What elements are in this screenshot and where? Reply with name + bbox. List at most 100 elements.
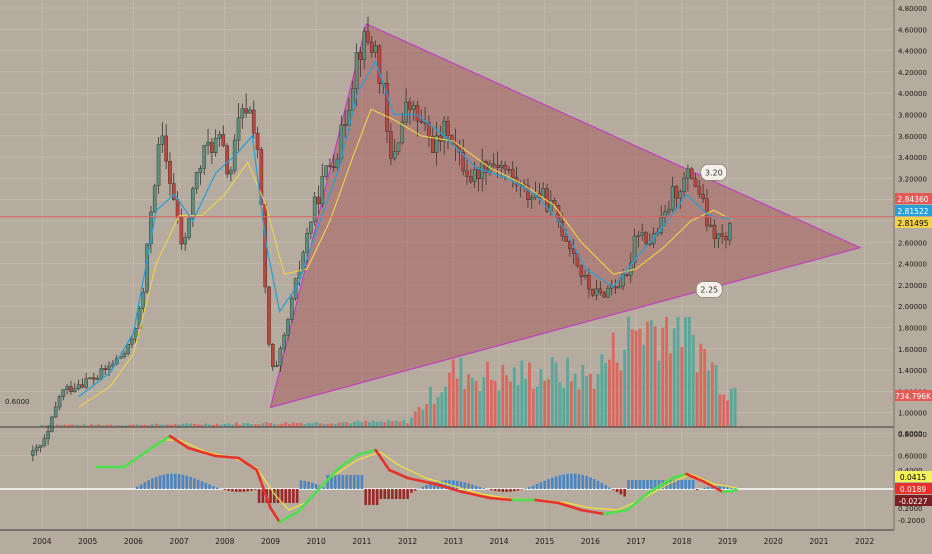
volume-bar <box>646 322 649 427</box>
candle-body <box>599 289 602 293</box>
macd-histogram-bar <box>402 489 405 499</box>
candle-body <box>305 233 308 252</box>
candle-body <box>92 378 95 380</box>
volume-bar <box>722 395 725 427</box>
price-tick: 4.00000 <box>898 90 927 98</box>
volume-bar <box>467 374 470 427</box>
candle-body <box>644 233 647 244</box>
candle-body <box>317 197 320 204</box>
time-tick: 2006 <box>124 537 143 546</box>
volume-bar <box>696 372 699 427</box>
macd-histogram-bar <box>627 480 630 489</box>
candle-body <box>199 168 202 172</box>
candle-body <box>603 292 606 297</box>
macd-histogram-bar <box>635 480 638 489</box>
candle-body <box>370 42 373 52</box>
price-tick: 4.40000 <box>898 48 927 56</box>
macd-histogram-bar <box>258 489 261 503</box>
volume-bar <box>242 423 245 427</box>
candle-body <box>564 236 567 241</box>
macd-histogram-bar <box>532 486 535 489</box>
candle-body <box>126 344 129 353</box>
candle-body <box>420 121 423 122</box>
volume-bar <box>517 385 520 427</box>
candle-body <box>702 194 705 199</box>
candle-body <box>671 186 674 209</box>
macd-histogram-bar <box>601 483 604 489</box>
volume-bar <box>315 422 318 427</box>
volume-bar <box>585 376 588 427</box>
macd-histogram-bar <box>490 489 493 490</box>
price-tick: 2.60000 <box>898 239 927 247</box>
price-tick: 2.20000 <box>898 282 927 290</box>
price-tick: 1.80000 <box>898 325 927 333</box>
last-price-label: 2.84360 <box>897 195 928 204</box>
macd-histogram-bar <box>509 489 512 492</box>
time-tick: 2011 <box>352 537 371 546</box>
macd-histogram-bar <box>547 479 550 489</box>
candle-body <box>168 161 171 183</box>
volume-bar <box>406 423 409 427</box>
volume-bar <box>189 424 192 427</box>
macd-histogram-bar <box>303 481 306 489</box>
candle-body <box>389 131 392 158</box>
candle-body <box>206 142 209 145</box>
candle-body <box>85 379 88 387</box>
volume-bar <box>284 422 287 427</box>
volume-bar <box>532 389 535 427</box>
price-tick: 1.60000 <box>898 346 927 354</box>
candle-body <box>96 378 99 379</box>
volume-bar <box>669 354 672 427</box>
candle-body <box>69 387 72 392</box>
candle-body <box>309 222 312 233</box>
candle-body <box>271 344 274 366</box>
candle-body <box>431 136 434 152</box>
volume-bar <box>661 328 664 427</box>
macd-histogram-bar <box>201 481 204 489</box>
volume-bar <box>463 389 466 427</box>
candle-body <box>153 186 156 212</box>
macd-histogram-bar <box>216 488 219 489</box>
macd-histogram-bar <box>608 487 611 489</box>
macd-histogram-bar <box>189 477 192 489</box>
volume-bar <box>597 374 600 427</box>
candle-body <box>165 136 168 161</box>
candle-body <box>43 439 46 446</box>
candle-body <box>46 431 49 438</box>
candle-body <box>446 121 449 135</box>
volume-bar <box>402 420 405 427</box>
volume-bar <box>555 362 558 427</box>
volume-bar <box>718 394 721 427</box>
macd-histogram-bar <box>243 489 246 492</box>
candle-body <box>328 166 331 167</box>
volume-bar <box>631 329 634 427</box>
macd-histogram-bar <box>300 480 303 489</box>
macd-histogram-bar <box>387 489 390 499</box>
volume-bar <box>395 421 398 427</box>
candle-body <box>511 169 514 177</box>
volume-bar <box>635 331 638 427</box>
volume-bar <box>589 374 592 427</box>
price-tick: 3.80000 <box>898 112 927 120</box>
volume-bar <box>444 387 447 427</box>
candle-body <box>675 186 678 198</box>
macd-histogram-bar <box>631 480 634 489</box>
time-tick: 2015 <box>535 537 554 546</box>
macd-histogram-bar <box>707 487 710 489</box>
candle-body <box>363 32 366 60</box>
candle-body <box>568 242 571 249</box>
macd-histogram-bar <box>623 489 626 496</box>
macd-histogram-bar <box>692 480 695 489</box>
macd-histogram-bar <box>578 474 581 489</box>
macd-histogram-bar <box>357 475 360 489</box>
price-tick: 4.20000 <box>898 69 927 77</box>
candle-body <box>256 133 259 149</box>
macd-histogram-bar <box>269 489 272 503</box>
macd-histogram-bar <box>383 489 386 499</box>
macd-histogram-bar <box>498 489 501 492</box>
volume-bar <box>494 381 497 427</box>
candle-body <box>618 286 621 288</box>
candle-body <box>218 134 221 138</box>
volume-bar <box>307 423 310 427</box>
